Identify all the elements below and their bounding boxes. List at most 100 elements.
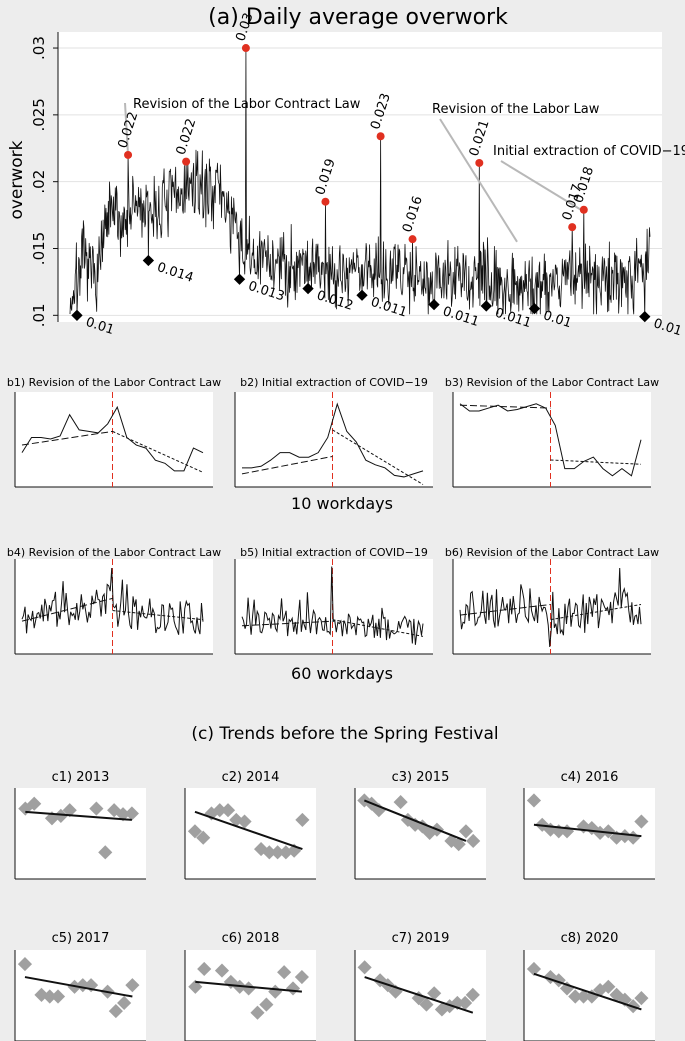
- c1-point: [62, 803, 77, 818]
- c6-point: [241, 981, 256, 996]
- panel-a-title: (a) Daily average overwork: [208, 5, 508, 30]
- c2-point: [196, 830, 211, 845]
- c8-point: [601, 979, 616, 994]
- b6-trend-after: [550, 603, 642, 621]
- c4-title: c4) 2016: [561, 770, 619, 785]
- panel-c-charts: c1) 2013 c2) 2014 c3) 2015 c4) 2016 c5) 2017…: [14, 770, 655, 1041]
- panel-a-overwork-line: [69, 47, 651, 318]
- b3-series-line: [459, 403, 642, 477]
- panel-a-trough-marker: [233, 273, 246, 285]
- c8-point: [559, 981, 575, 996]
- b2-title: b2) Initial extraction of COVID−19: [240, 376, 428, 389]
- panel-a-peak-marker: [579, 205, 588, 214]
- b1-trend-before: [21, 430, 113, 446]
- b4-series-line: [21, 568, 204, 635]
- c2-point: [295, 812, 310, 827]
- c8-fit-line: [533, 972, 642, 1011]
- c4-point: [526, 793, 542, 808]
- panel-a-ytick-label: .025: [30, 98, 48, 131]
- c2-point: [187, 824, 203, 839]
- c8-point: [634, 991, 649, 1006]
- c6-title: c6) 2018: [222, 931, 280, 946]
- c5-point: [17, 957, 33, 972]
- b3-trend-after: [550, 459, 642, 465]
- c2-point: [212, 803, 227, 818]
- c2-fit-line: [194, 810, 303, 851]
- b4-title: b4) Revision of the Labor Contract Law: [7, 546, 221, 559]
- c1-point: [115, 807, 131, 822]
- panel-a-ytick-label: .01: [30, 303, 48, 327]
- c4-fit-line: [533, 823, 642, 838]
- panel-a-annotation-leader: [500, 160, 582, 211]
- b1-plot-area: [15, 392, 213, 487]
- c1-point: [98, 845, 113, 860]
- panel-a-peak-marker: [475, 158, 484, 167]
- b-label-10-workdays: 10 workdays: [291, 494, 393, 513]
- c7-fit-line: [364, 976, 474, 1014]
- b2-trend-after: [332, 429, 424, 485]
- panel-a-peak-marker: [182, 157, 191, 166]
- c8-point: [584, 989, 599, 1004]
- c7-point: [465, 987, 480, 1002]
- c1-fit-line: [25, 810, 132, 821]
- panel-a-peak-marker: [568, 223, 577, 232]
- panel-a-ytick-label: .02: [30, 170, 48, 194]
- b4-trend-after: [112, 610, 204, 621]
- b2-trend-before: [241, 455, 333, 475]
- c1-point: [53, 808, 68, 823]
- b2-series-line: [242, 402, 424, 478]
- panel-a-annotation-leader: [439, 118, 518, 243]
- b1-trend-after: [112, 430, 204, 473]
- c8-point: [576, 989, 591, 1004]
- c6-point: [197, 961, 212, 977]
- panel-a-peak-marker: [376, 132, 385, 141]
- c8-title: c8) 2020: [561, 931, 619, 946]
- c8-point: [568, 989, 583, 1004]
- panel-a-trough-marker: [528, 302, 541, 315]
- c1-point: [89, 801, 104, 816]
- c2-point: [270, 845, 285, 860]
- panel-a-peak-marker: [408, 235, 417, 244]
- c7-point: [419, 997, 434, 1012]
- c5-point: [125, 978, 140, 993]
- panel-c-title: (c) Trends before the Spring Festival: [191, 724, 498, 744]
- c6-point: [259, 997, 274, 1012]
- c4-point: [601, 824, 616, 839]
- panel-a-peak-marker: [321, 197, 330, 206]
- c6-point: [294, 969, 309, 985]
- c3-fit-line: [363, 799, 467, 842]
- b5-plot-area: [235, 559, 433, 654]
- b6-trend-before: [459, 603, 551, 616]
- c2-point: [262, 845, 277, 860]
- c5-fit-line: [24, 976, 133, 998]
- panel-a-ytick-label: .03: [30, 36, 48, 60]
- panel-a-ytick-label: .015: [30, 232, 48, 265]
- b2-plot-area: [235, 392, 433, 487]
- c5-point: [108, 1004, 123, 1019]
- b6-series-line: [459, 568, 642, 648]
- b5-series-line: [241, 566, 424, 645]
- c2-title: c2) 2014: [222, 770, 280, 785]
- c7-point: [357, 960, 372, 975]
- b5-trend-before: [241, 620, 333, 627]
- c5-point: [42, 989, 57, 1004]
- b-label-60-workdays: 60 workdays: [291, 664, 393, 683]
- c3-point: [393, 795, 408, 810]
- panel-a-ylabel: overwork: [7, 140, 27, 219]
- c4-point: [634, 814, 649, 829]
- c3-point: [466, 833, 481, 849]
- panel-b-charts: b1) Revision of the Labor Contract Law b2…: [7, 376, 659, 655]
- c5-point: [117, 995, 132, 1011]
- b4-trend-before: [21, 597, 113, 622]
- b3-title: b3) Revision of the Labor Contract Law: [445, 376, 659, 389]
- c1-point: [124, 806, 139, 821]
- panel-a-peak-marker: [124, 150, 133, 159]
- c7-title: c7) 2019: [392, 931, 450, 946]
- panel-a-annotation-leader: [124, 102, 130, 156]
- panel-a-trough-marker: [302, 282, 314, 295]
- panel-a-plot-area: [58, 32, 662, 322]
- panel-a-trough-marker: [356, 289, 368, 301]
- c8-point: [526, 961, 542, 977]
- b5-title: b5) Initial extraction of COVID−19: [240, 546, 428, 559]
